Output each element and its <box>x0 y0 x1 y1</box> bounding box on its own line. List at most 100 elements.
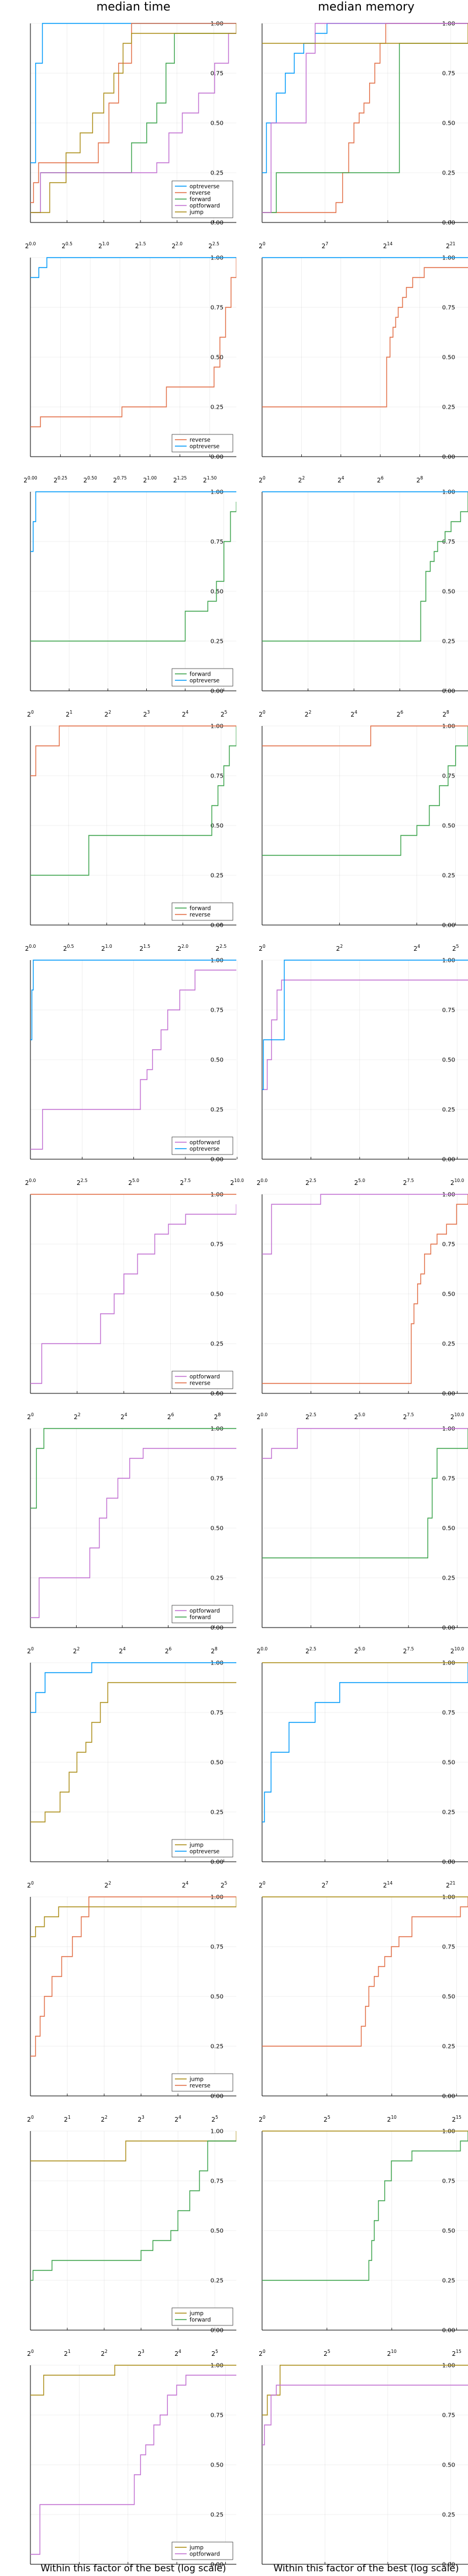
y-tick-label: 0.50 <box>442 1760 455 1766</box>
y-tick-label: 0.75 <box>211 773 223 780</box>
x-tick-label: 20.00 <box>23 475 37 484</box>
x-tick-base: 2 <box>305 1648 309 1655</box>
y-tick-label: 1.00 <box>211 1660 223 1667</box>
legend-entry-optreverse: optreverse <box>190 184 219 190</box>
y-tick-label: 0.75 <box>211 2178 223 2185</box>
legend-entry-forward: forward <box>190 672 211 678</box>
grid <box>30 1662 236 1862</box>
x-tick-label: 20 <box>259 2115 266 2123</box>
x-tick-base: 2 <box>27 2351 31 2358</box>
x-tick-exponent: 2 <box>78 1412 81 1417</box>
y-tick-label: 0.25 <box>442 405 455 411</box>
y-tick-label: 1.00 <box>211 1192 223 1198</box>
y-tick-label: 0.50 <box>442 121 455 127</box>
legend-entry-forward: forward <box>190 906 211 912</box>
x-tick-base: 2 <box>211 2351 215 2358</box>
x-tick-label: 28 <box>214 1412 221 1421</box>
x-tick-base: 2 <box>208 243 212 250</box>
x-tick-exponent: 15 <box>456 2349 462 2354</box>
y-tick-label: 0.50 <box>211 823 223 830</box>
y-tick-label: 1.00 <box>442 1426 455 1433</box>
series-line-optreverse <box>30 23 236 163</box>
y-tick-label: 0.75 <box>211 539 223 546</box>
y-tick-label: 0.00 <box>211 923 223 929</box>
x-tick-base: 2 <box>322 243 326 250</box>
x-tick-base: 2 <box>25 946 29 953</box>
x-tick-exponent: 5 <box>215 2115 218 2120</box>
y-tick-label: 0.00 <box>211 1859 223 1866</box>
x-tick-exponent: 1 <box>70 710 73 715</box>
x-tick-exponent: 4 <box>186 1880 189 1886</box>
y-tick-label: 0.75 <box>211 1242 223 1248</box>
x-tick-label: 28 <box>417 475 424 484</box>
x-tick-exponent: 0.25 <box>57 475 67 481</box>
x-tick-base: 2 <box>73 1648 77 1655</box>
y-tick-label: 0.00 <box>211 1391 223 1397</box>
x-tick-label: 221 <box>446 1880 455 1889</box>
x-tick-base: 2 <box>417 477 421 484</box>
x-tick-label: 22 <box>74 1412 81 1421</box>
y-tick-label: 0.50 <box>211 1526 223 1532</box>
x-tick-label: 22 <box>305 710 312 718</box>
y-tick-label: 0.25 <box>211 639 223 645</box>
series-group <box>262 1662 468 1823</box>
x-tick-exponent: 0.0 <box>260 1178 267 1183</box>
series-group <box>30 1428 236 1618</box>
x-tick-base: 2 <box>259 711 263 718</box>
y-tick-label: 0.50 <box>442 823 455 830</box>
x-tick-exponent: 0.5 <box>67 944 74 949</box>
x-tick-base: 2 <box>414 946 418 953</box>
x-tick-label: 21.00 <box>143 475 157 484</box>
x-tick-base: 2 <box>450 1648 455 1655</box>
grid <box>261 2130 468 2331</box>
series-line-optforward <box>262 1194 468 1255</box>
grid <box>30 725 236 926</box>
x-tick-exponent: 2.5 <box>212 241 219 246</box>
x-tick-base: 2 <box>180 1180 184 1187</box>
x-tick-exponent: 0.5 <box>66 241 73 246</box>
series-line-jump <box>262 23 468 44</box>
y-tick-label: 0.25 <box>211 405 223 411</box>
x-tick-exponent: 1.0 <box>105 944 112 949</box>
x-tick-base: 2 <box>64 2351 68 2358</box>
series-group <box>30 1662 236 1823</box>
x-tick-base: 2 <box>324 2116 328 2123</box>
series-line-reverse <box>262 1897 468 2047</box>
x-tick-label: 27.5 <box>403 1646 414 1655</box>
x-tick-label: 21.5 <box>139 944 150 953</box>
x-tick-exponent: 5 <box>328 2349 331 2354</box>
x-tick-label: 21.0 <box>101 944 112 953</box>
x-tick-label: 20 <box>27 1880 34 1889</box>
grid <box>30 1896 236 2097</box>
series-line-jump <box>30 1682 236 1823</box>
y-tick-label: 1.00 <box>211 958 223 964</box>
y-tick-label: 0.75 <box>442 1476 455 1482</box>
series-line-optreverse <box>262 1663 468 1823</box>
x-tick-base: 2 <box>259 946 263 953</box>
y-tick-label: 0.00 <box>442 923 455 929</box>
x-tick-label: 21.0 <box>98 241 109 250</box>
series-line-optreverse <box>262 23 468 173</box>
x-tick-label: 20.75 <box>113 475 127 484</box>
x-tick-exponent: 4 <box>125 1412 128 1417</box>
grid <box>261 257 468 457</box>
x-tick-exponent: 8 <box>446 710 449 715</box>
x-tick-exponent: 7.5 <box>184 1178 191 1183</box>
legend-entry-optforward: optforward <box>190 2551 220 2558</box>
x-tick-label: 20.0 <box>257 1178 268 1187</box>
x-tick-base: 2 <box>383 1882 387 1889</box>
legend-entry-optforward: optforward <box>190 1374 220 1381</box>
y-tick-label: 0.75 <box>211 1944 223 1951</box>
grid <box>261 725 468 926</box>
x-tick-base: 2 <box>27 1414 31 1421</box>
x-tick-base: 2 <box>139 946 143 953</box>
x-tick-exponent: 2.5 <box>219 944 226 949</box>
x-tick-label: 22 <box>101 2115 108 2123</box>
x-tick-label: 25 <box>324 2115 331 2123</box>
series-group <box>30 725 236 876</box>
x-tick-label: 25 <box>324 2349 331 2358</box>
